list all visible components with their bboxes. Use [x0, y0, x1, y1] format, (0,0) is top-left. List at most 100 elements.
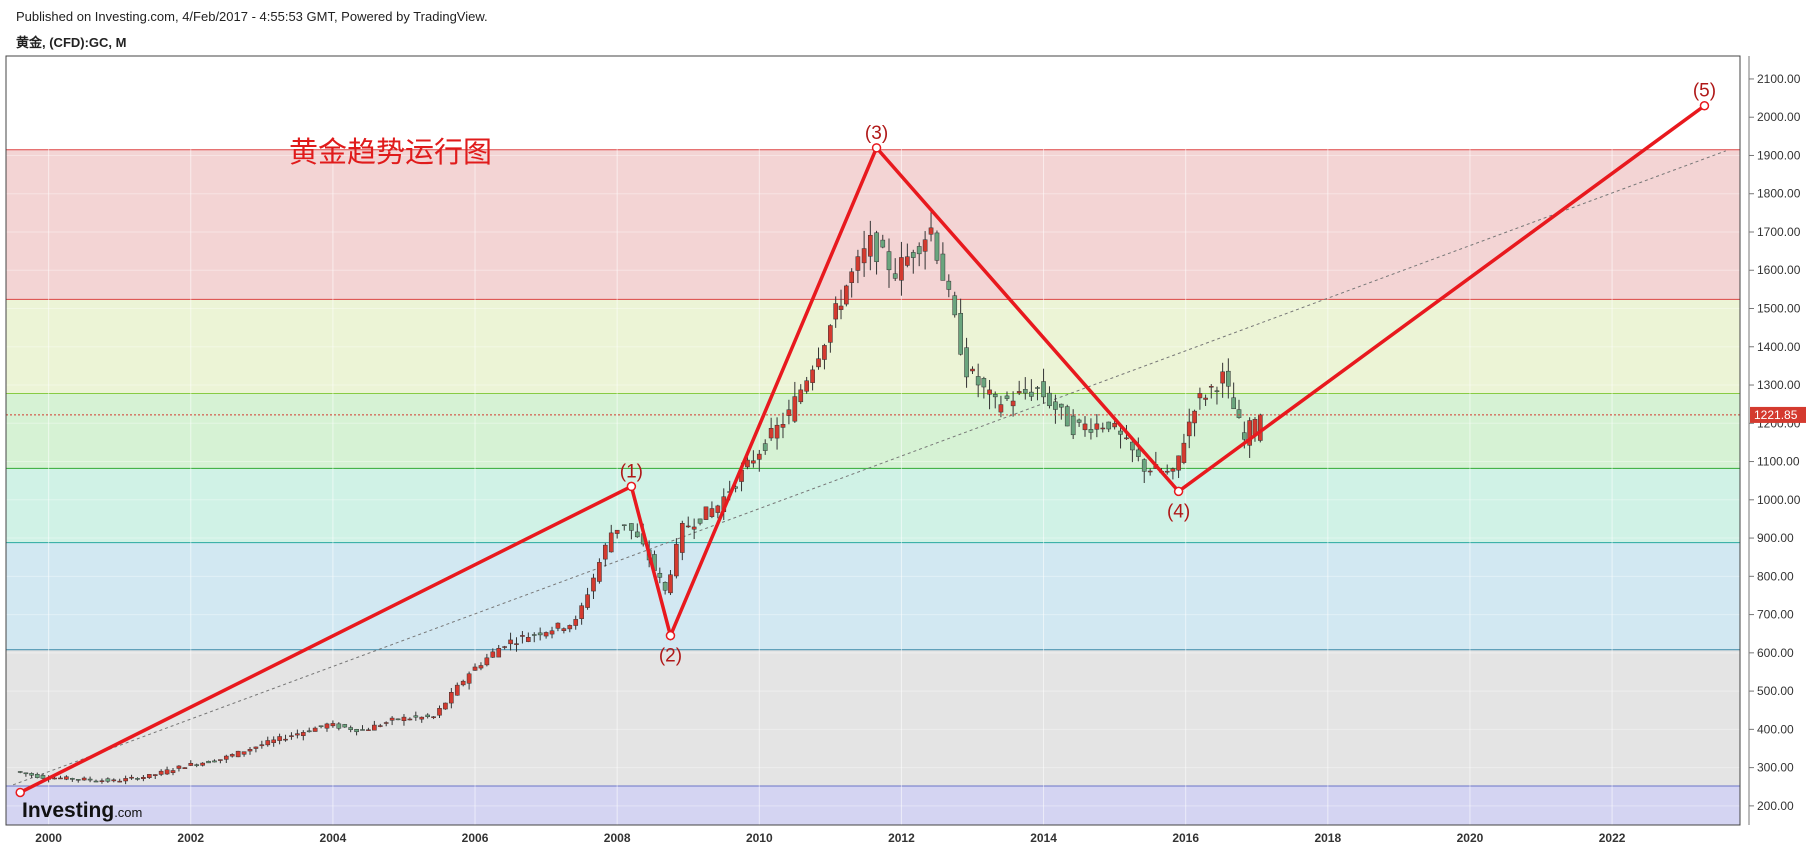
candle-body: [170, 770, 176, 773]
candle-body: [561, 628, 567, 631]
candle-body: [1047, 392, 1052, 407]
x-tick-label: 2006: [462, 831, 489, 845]
candle-body: [1094, 423, 1100, 430]
candle-body: [141, 776, 146, 779]
candle-body: [283, 738, 288, 741]
candle-body: [922, 239, 928, 252]
candle-body: [348, 727, 353, 730]
candle-body: [1106, 421, 1112, 430]
y-tick-label: 700.00: [1757, 608, 1794, 622]
candle-body: [218, 759, 223, 761]
candle-body: [762, 443, 768, 451]
candle-body: [277, 736, 282, 741]
candle-body: [555, 622, 561, 629]
candle-body: [194, 764, 200, 766]
candle-body: [602, 544, 608, 560]
candle-body: [330, 723, 336, 727]
candle-body: [324, 723, 330, 729]
candle-body: [1124, 437, 1129, 440]
candle-body: [1035, 387, 1040, 389]
candle-body: [992, 394, 998, 398]
candle-body: [342, 724, 348, 728]
wave-point-0: [15, 787, 25, 798]
candle-body: [372, 724, 377, 731]
wave-point-4: [1173, 486, 1184, 497]
fib-levels: [6, 149, 1740, 787]
candle-body: [964, 347, 969, 378]
wave-label: (3): [865, 123, 888, 144]
candle-body: [1135, 449, 1141, 457]
candle-body: [300, 732, 306, 736]
candle-body: [709, 508, 715, 517]
wave-label: (1): [620, 461, 643, 482]
candle-body: [886, 251, 892, 271]
wave-label: (5): [1693, 81, 1716, 102]
candle-body: [634, 531, 640, 538]
y-tick-label: 2100.00: [1757, 72, 1801, 86]
candle-body: [1231, 397, 1236, 410]
candle-body: [419, 716, 425, 720]
candle-body: [58, 777, 63, 780]
candle-body: [1118, 430, 1123, 435]
candle-body: [52, 777, 57, 780]
candle-body: [188, 763, 194, 766]
band-0: [6, 785, 1740, 825]
candle-body: [389, 717, 395, 721]
candle-body: [306, 730, 312, 733]
candle-body: [502, 646, 507, 648]
candle-body: [413, 715, 419, 718]
candle-body: [472, 666, 478, 671]
candle-body: [312, 727, 318, 732]
candle-body: [573, 619, 579, 626]
x-axis: 2000 2002 2004 2006 2008 2010 2012 2014 2016 2018…: [35, 831, 1625, 845]
candle-body: [460, 680, 466, 686]
candle-body: [838, 305, 844, 310]
candle-body: [354, 728, 359, 733]
x-grid: [6, 56, 1740, 825]
band-1: [6, 649, 1740, 786]
fib-bands: [6, 149, 1740, 825]
candle-body: [685, 525, 691, 528]
x-tick-label: 2010: [746, 831, 773, 845]
candle-body: [1088, 429, 1094, 433]
y-tick-label: 1400.00: [1757, 340, 1801, 354]
y-tick-label: 900.00: [1757, 531, 1794, 545]
chart-title: 黄金趋势运行图: [289, 136, 492, 169]
y-tick-label: 200.00: [1757, 799, 1794, 813]
candle-body: [29, 773, 34, 776]
x-tick-label: 2008: [604, 831, 631, 845]
candle-body: [200, 762, 205, 766]
trend-line: [12, 150, 1726, 786]
y-tick-label: 1900.00: [1757, 148, 1801, 162]
candle-body: [64, 776, 69, 780]
candle-body: [1076, 419, 1082, 423]
candle-body: [117, 780, 123, 783]
candle-body: [123, 778, 128, 782]
candle-body: [152, 774, 158, 776]
x-tick-label: 2012: [888, 831, 915, 845]
published-note: Published on Investing.com, 4/Feb/2017 -…: [16, 9, 488, 24]
y-tick-label: 1000.00: [1757, 493, 1801, 507]
candle-body: [567, 625, 573, 630]
logo-suffix: .com: [114, 805, 142, 820]
candle-body: [916, 246, 922, 255]
candle-body: [401, 716, 407, 721]
candle-body: [265, 740, 271, 746]
investing-logo: Investing.com: [22, 799, 142, 822]
candle-body: [657, 572, 663, 578]
candle-body: [1164, 470, 1170, 473]
candle-body: [952, 295, 958, 316]
candle-body: [1208, 385, 1214, 388]
candle-body: [579, 605, 584, 619]
last-price-badge: 1221.85: [1750, 406, 1806, 423]
candle-body: [437, 708, 442, 716]
candle-body: [792, 396, 798, 422]
candle-body: [496, 648, 502, 658]
candle-body: [1203, 397, 1208, 400]
candle-body: [40, 775, 46, 779]
candle-body: [1004, 395, 1010, 399]
candle-body: [816, 358, 821, 368]
wave-point-3: [871, 143, 882, 153]
candle-body: [585, 594, 590, 608]
